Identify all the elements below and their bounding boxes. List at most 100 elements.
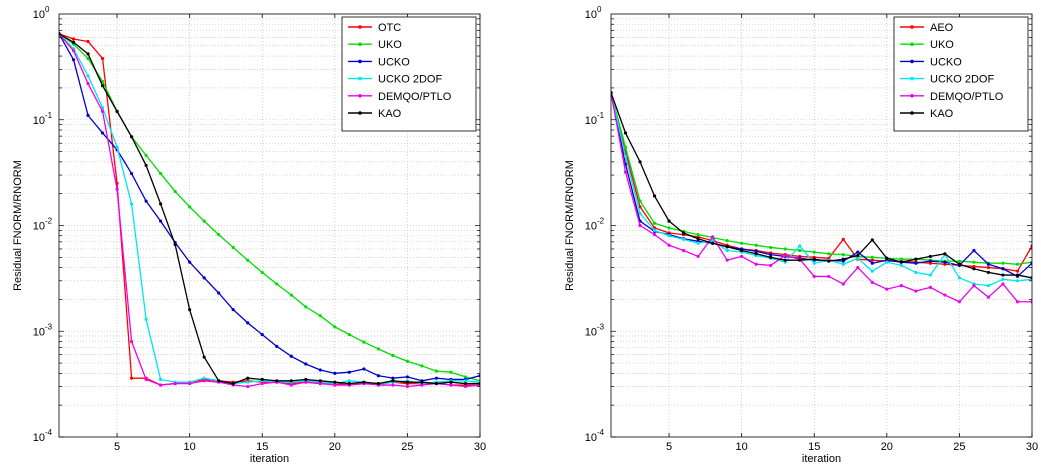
data-point [827,274,831,279]
data-point [740,241,744,245]
data-point [914,261,918,265]
x-tick-label: 10 [184,441,196,453]
data-point [318,314,322,318]
x-tick-label: 25 [401,441,413,453]
x-tick-label: 20 [329,441,341,453]
x-tick-label: 15 [256,441,268,453]
data-point [754,243,758,247]
data-point [899,257,903,261]
data-point [202,276,206,280]
data-point [783,253,787,258]
data-point [115,187,119,191]
data-point [86,81,90,86]
data-point [681,248,686,253]
data-point [289,354,293,358]
y-tick-exponent: -2 [45,217,53,226]
y-axis-label: Residual FNORM/RNORM [564,160,576,291]
data-point [463,379,468,383]
data-point [696,254,700,259]
data-point [347,332,351,337]
y-tick-exponent: -3 [45,322,53,331]
data-point [812,261,816,265]
data-point [928,285,932,289]
legend: AEO UKO UCKO UCKO 2DOF DEMQO/PTLO KAO [893,16,1029,132]
data-point [638,199,642,203]
y-tick-label: 10 [33,326,45,338]
data-point [376,381,380,386]
data-point [391,383,395,387]
x-tick-label: 10 [736,441,748,453]
data-point [1001,277,1005,281]
data-point [333,371,337,375]
data-point [696,233,700,237]
data-point [638,205,642,209]
data-point [318,381,322,386]
data-point [376,374,380,378]
data-point [885,260,889,264]
data-point [71,58,76,62]
data-point [943,260,947,264]
data-point [783,258,787,262]
data-point [100,84,105,88]
data-point [914,270,918,275]
data-point [173,242,177,247]
data-point [1001,267,1005,271]
data-point [1015,273,1020,277]
data-point [463,381,468,386]
data-point [928,254,932,259]
data-point [986,270,991,275]
x-tick-label: 5 [114,441,120,453]
data-point [972,248,976,253]
data-point [725,245,729,249]
legend-label: UCKO [930,56,962,68]
data-point [420,380,424,384]
data-point [972,260,976,264]
data-point [217,233,221,237]
data-point [870,261,874,265]
data-point [798,248,802,253]
data-point [173,189,177,194]
data-point [333,325,337,329]
y-tick-label: 10 [585,326,597,338]
data-point [420,364,424,368]
data-point [885,256,889,260]
data-point [623,170,628,174]
data-point [246,380,250,384]
data-point [260,332,264,337]
y-tick-label: 10 [33,115,45,127]
data-point [943,293,947,297]
data-point [667,234,671,238]
data-point [434,381,439,386]
data-point [856,256,860,260]
data-point [841,282,845,286]
data-point [202,376,206,380]
data-point [870,269,874,273]
data-point [740,254,744,259]
data-point [667,226,671,230]
legend-label: UCKO 2DOF [378,74,442,86]
data-point [681,231,686,235]
data-point [86,39,90,44]
data-point [725,258,729,262]
data-point [899,284,903,288]
data-point [943,252,947,256]
data-point [362,367,366,371]
data-point [696,241,700,245]
data-point [71,49,76,53]
data-point [856,265,860,270]
data-point [449,380,453,384]
x-tick-label: 30 [474,441,486,453]
y-tick-exponent: -4 [45,428,53,437]
data-point [769,253,773,257]
data-point [159,383,163,387]
data-point [754,262,758,266]
data-point [870,280,874,284]
data-point [86,113,90,117]
grid-lines [59,14,481,437]
data-point [144,199,148,203]
data-point [86,52,90,56]
axis-ticks [611,14,1033,438]
data-point [391,376,395,380]
data-point [246,321,250,325]
y-tick-label: 10 [33,9,45,21]
